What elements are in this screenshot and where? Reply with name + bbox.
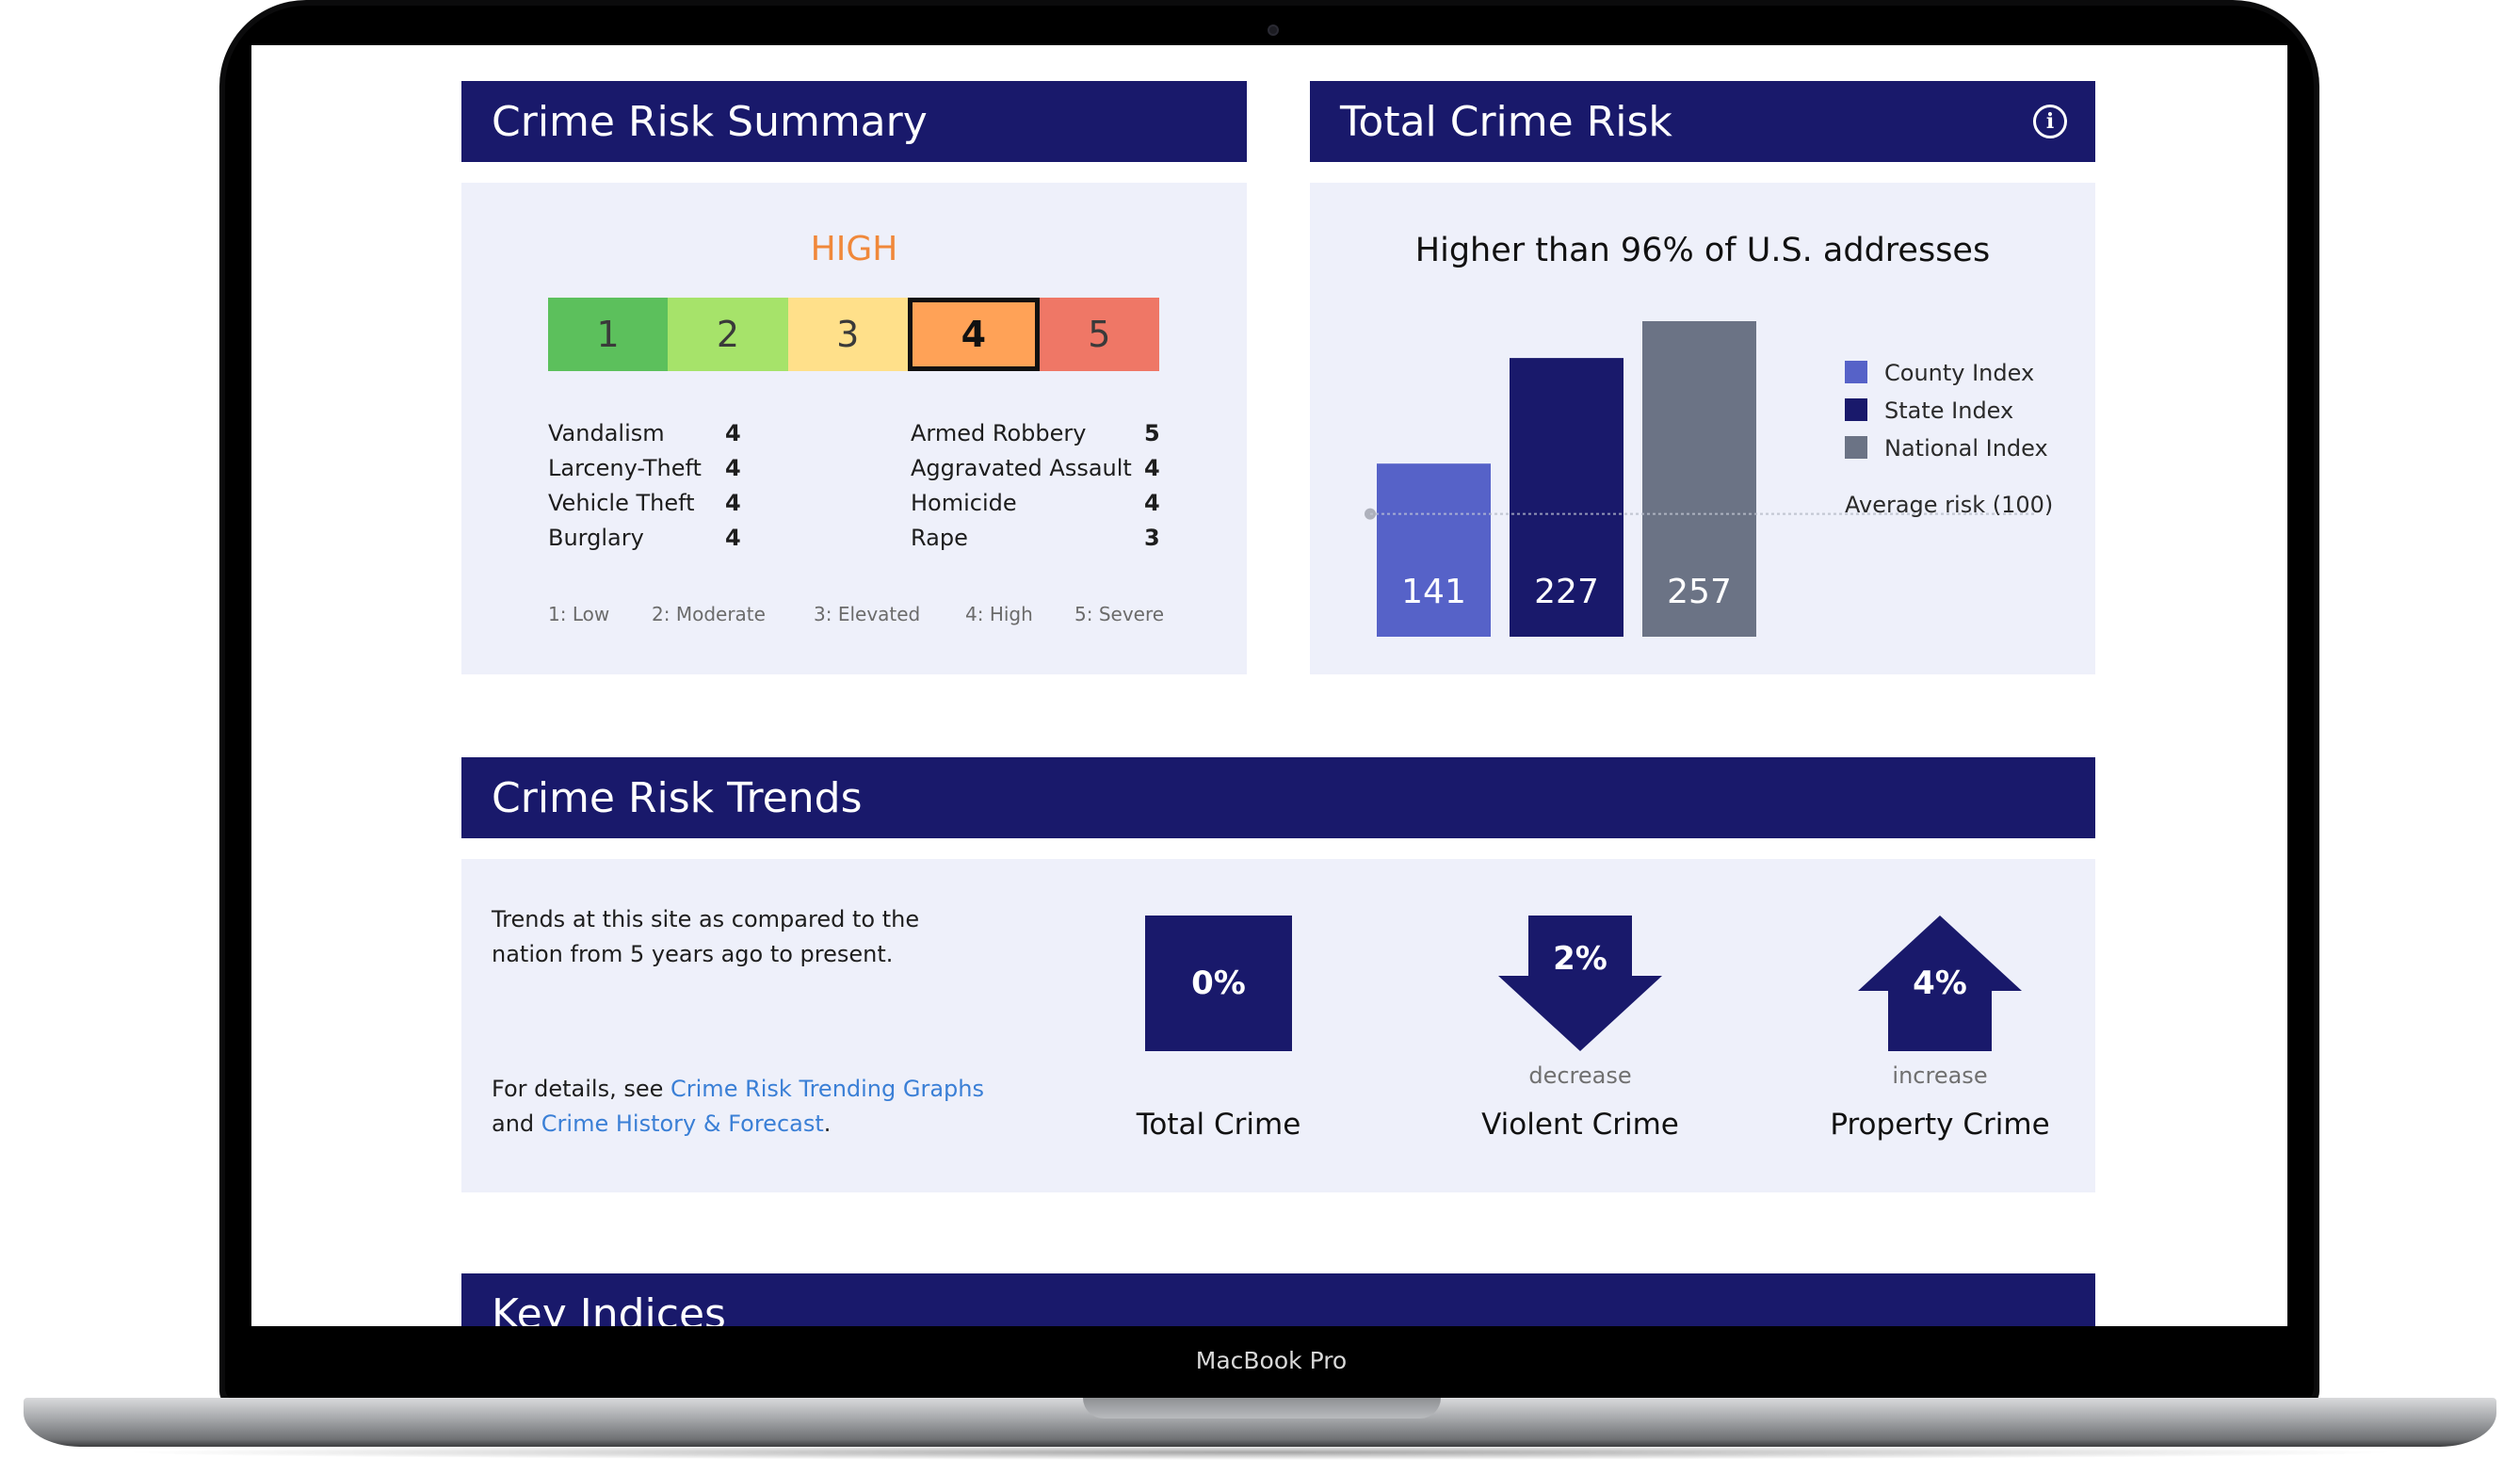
- trends-description-line1: Trends at this site as compared to the: [492, 906, 920, 932]
- total-crime-risk-chart: 141 227 257 County Index State Index National…: [1365, 321, 2053, 637]
- violent-crime-direction: decrease: [1528, 1062, 1632, 1089]
- legend-swatch: [1845, 398, 1867, 421]
- crime-name: Vehicle Theft: [548, 490, 695, 516]
- camera-icon: [1268, 24, 1279, 36]
- details-suffix: .: [823, 1110, 832, 1137]
- trends-description-line2: nation from 5 years ago to present.: [492, 941, 894, 967]
- crime-name: Homicide: [911, 490, 1017, 516]
- crime-row: Vandalism 4: [548, 420, 746, 455]
- total-crime-risk-panel: Higher than 96% of U.S. addresses 141 227…: [1310, 183, 2095, 674]
- total-crime-label: Total Crime: [1136, 1108, 1301, 1142]
- device-label: MacBook Pro: [1195, 1347, 1348, 1374]
- bar-state-index: [1510, 358, 1623, 637]
- risk-legend-item: 4: High: [965, 603, 1033, 625]
- chart-title: Higher than 96% of U.S. addresses: [1414, 232, 1991, 269]
- crime-row: Vehicle Theft 4: [548, 490, 746, 525]
- risk-legend-item: 1: Low: [548, 603, 610, 625]
- crime-score: 4: [1144, 455, 1160, 481]
- total-crime-risk-title: Total Crime Risk: [1340, 97, 1672, 146]
- crime-name: Rape: [911, 525, 968, 551]
- crime-name: Larceny-Theft: [548, 455, 702, 481]
- risk-legend-item: 5: Severe: [1074, 603, 1165, 625]
- crime-row: Rape 3: [911, 525, 1160, 559]
- arrow-down-icon: [1498, 916, 1662, 1051]
- legend-swatch: [1845, 436, 1867, 459]
- trends-description: Trends at this site as compared to the n…: [492, 902, 919, 972]
- bar-national-index: [1642, 321, 1756, 637]
- bar-value-label: 141: [1401, 573, 1466, 611]
- bar-value-label: 257: [1667, 573, 1732, 611]
- crime-risk-trending-graphs-link[interactable]: Crime Risk Trending Graphs: [670, 1076, 985, 1102]
- details-middle: and: [492, 1110, 541, 1137]
- crime-score: 4: [725, 455, 741, 481]
- crime-risk-summary-title: Crime Risk Summary: [492, 97, 928, 146]
- details-prefix: For details, see: [492, 1076, 671, 1102]
- property-crime-value: 4%: [1913, 964, 1967, 1002]
- risk-legend-item: 3: Elevated: [814, 603, 921, 625]
- key-indices-title: Key Indices: [492, 1290, 726, 1326]
- arrow-up-icon: [1858, 916, 2022, 1051]
- legend-label: County Index: [1884, 360, 2034, 386]
- crime-row: Aggravated Assault 4: [911, 455, 1160, 490]
- bar-value-label: 227: [1534, 573, 1599, 611]
- square-icon: [1145, 916, 1292, 1051]
- trends-details: For details, see Crime Risk Trending Gra…: [492, 1072, 984, 1142]
- risk-scale-cell-2: 2: [668, 298, 788, 371]
- violent-crime-label: Violent Crime: [1481, 1108, 1679, 1142]
- average-risk-label: Average risk (100): [1845, 492, 2053, 518]
- crime-row: Burglary 4: [548, 525, 746, 559]
- crime-name: Burglary: [548, 525, 644, 551]
- crime-risk-summary-header: Crime Risk Summary: [461, 81, 1247, 162]
- crime-score: 4: [1144, 490, 1160, 516]
- crime-row: Homicide 4: [911, 490, 1160, 525]
- crime-name: Aggravated Assault: [911, 455, 1132, 481]
- crime-risk-trends-panel: Trends at this site as compared to the n…: [461, 859, 2095, 1192]
- property-crime-label: Property Crime: [1830, 1108, 2050, 1142]
- laptop-shadow: [113, 1445, 2407, 1460]
- legend-swatch: [1845, 361, 1867, 383]
- total-crime-risk-header: Total Crime Risk i: [1310, 81, 2095, 162]
- crime-name: Armed Robbery: [911, 420, 1087, 446]
- laptop-base-notch: [1083, 1398, 1441, 1418]
- crime-score: 3: [1144, 525, 1160, 551]
- risk-scale-cell-1: 1: [548, 298, 669, 371]
- crime-score: 4: [725, 490, 741, 516]
- bar-county-index: [1377, 463, 1491, 637]
- crime-score: 5: [1144, 420, 1160, 446]
- violent-crime-value: 2%: [1553, 940, 1607, 978]
- crime-risk-trends-header: Crime Risk Trends: [461, 757, 2095, 838]
- risk-legend-item: 2: Moderate: [652, 603, 766, 625]
- risk-scale-cell-4: 4: [907, 298, 1040, 371]
- risk-scale-cell-5: 5: [1039, 298, 1160, 371]
- crime-risk-trends-title: Crime Risk Trends: [492, 773, 863, 822]
- key-indices-header: Key Indices: [461, 1273, 2095, 1326]
- crime-name: Vandalism: [548, 420, 665, 446]
- legend-label: State Index: [1884, 397, 2013, 424]
- info-icon[interactable]: i: [2033, 105, 2067, 138]
- risk-scale-cell-3: 3: [787, 298, 908, 371]
- property-crime-direction: increase: [1892, 1062, 1988, 1089]
- crime-score: 4: [725, 525, 741, 551]
- crime-row: Armed Robbery 5: [911, 420, 1160, 455]
- crime-list-right: Armed Robbery 5 Aggravated Assault 4 Homicid…: [911, 420, 1160, 559]
- crime-list-left: Vandalism 4 Larceny-Theft 4 Vehicle Theft 4 Bu…: [548, 420, 746, 559]
- legend-label: National Index: [1884, 435, 2048, 462]
- total-crime-value: 0%: [1191, 964, 1246, 1002]
- crime-row: Larceny-Theft 4: [548, 455, 746, 490]
- risk-level-label: HIGH: [810, 230, 898, 268]
- crime-history-forecast-link[interactable]: Crime History & Forecast: [541, 1110, 824, 1137]
- crime-score: 4: [725, 420, 741, 446]
